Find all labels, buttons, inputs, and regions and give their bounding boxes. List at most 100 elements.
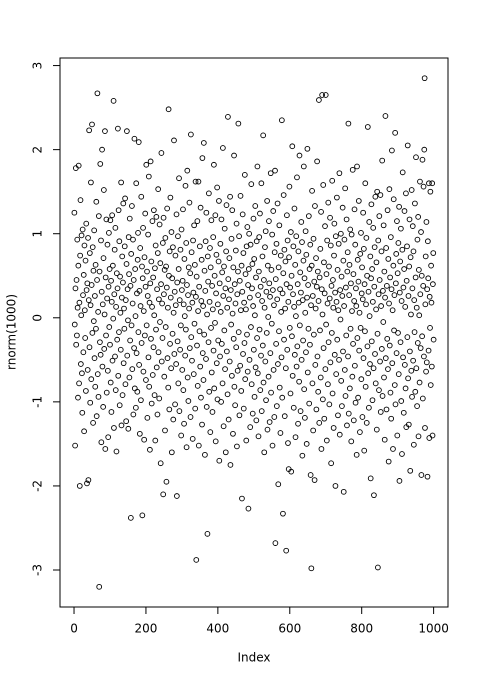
point [373, 259, 380, 266]
point [271, 249, 278, 256]
point [254, 335, 260, 341]
point [353, 303, 360, 309]
point [392, 129, 398, 136]
point [427, 188, 434, 195]
point [74, 236, 81, 243]
point [410, 248, 417, 255]
point [294, 343, 301, 350]
point [130, 236, 136, 243]
point [421, 146, 428, 153]
point [359, 414, 366, 420]
point [131, 345, 137, 351]
point [145, 231, 151, 238]
point [252, 203, 259, 209]
point [104, 241, 111, 248]
point [300, 257, 307, 264]
point [262, 244, 268, 251]
point [206, 298, 213, 305]
point [395, 371, 402, 377]
point [372, 380, 379, 387]
point [379, 157, 386, 164]
point [417, 291, 424, 298]
point [156, 221, 163, 228]
point [159, 335, 166, 341]
point [128, 251, 135, 257]
point [345, 353, 351, 360]
point [228, 235, 235, 242]
point [311, 477, 318, 483]
point [257, 283, 264, 290]
point [364, 343, 371, 350]
point [378, 248, 385, 255]
point [325, 199, 332, 206]
point [184, 374, 191, 381]
point [184, 282, 190, 288]
point [396, 478, 403, 484]
point [230, 264, 237, 271]
point [252, 312, 258, 319]
point [72, 285, 79, 292]
point [175, 233, 181, 240]
point [118, 422, 125, 429]
point [126, 215, 133, 222]
point [79, 370, 85, 377]
point [224, 304, 231, 311]
point [121, 325, 128, 332]
point [357, 325, 364, 331]
point [102, 128, 108, 134]
point [250, 215, 257, 222]
point [215, 301, 221, 308]
point [334, 336, 341, 343]
point [428, 262, 434, 269]
point [180, 301, 187, 308]
point [286, 183, 293, 190]
point [401, 362, 408, 368]
point [346, 385, 353, 392]
point [106, 324, 113, 330]
point [285, 298, 292, 305]
point [172, 302, 179, 309]
point [348, 280, 354, 287]
point [281, 336, 287, 343]
point [303, 349, 309, 356]
point [211, 272, 218, 279]
x-tick-label: 600 [278, 622, 301, 636]
point [421, 75, 428, 82]
point [98, 439, 105, 446]
point [178, 432, 185, 439]
point [205, 339, 212, 346]
point [316, 274, 323, 281]
point [413, 365, 420, 372]
point [154, 250, 161, 256]
point [323, 271, 330, 277]
point [354, 335, 361, 341]
point [75, 394, 81, 401]
point [159, 300, 165, 307]
point [375, 237, 382, 244]
point [138, 340, 145, 346]
point [245, 266, 252, 272]
point [156, 296, 162, 303]
point [108, 277, 114, 284]
point [394, 432, 401, 439]
point [329, 177, 336, 184]
point [182, 182, 189, 189]
point [248, 324, 254, 330]
point [256, 268, 262, 275]
point [165, 384, 172, 391]
point [71, 209, 78, 216]
point [132, 266, 139, 272]
point [207, 245, 213, 251]
point [236, 277, 243, 284]
point [402, 304, 409, 310]
point [292, 434, 299, 441]
point [302, 414, 308, 421]
point [120, 279, 126, 286]
point [197, 363, 204, 370]
point [408, 367, 415, 374]
point [125, 317, 131, 324]
point [343, 332, 350, 339]
point [390, 196, 397, 203]
point [417, 178, 423, 185]
point [122, 381, 129, 388]
